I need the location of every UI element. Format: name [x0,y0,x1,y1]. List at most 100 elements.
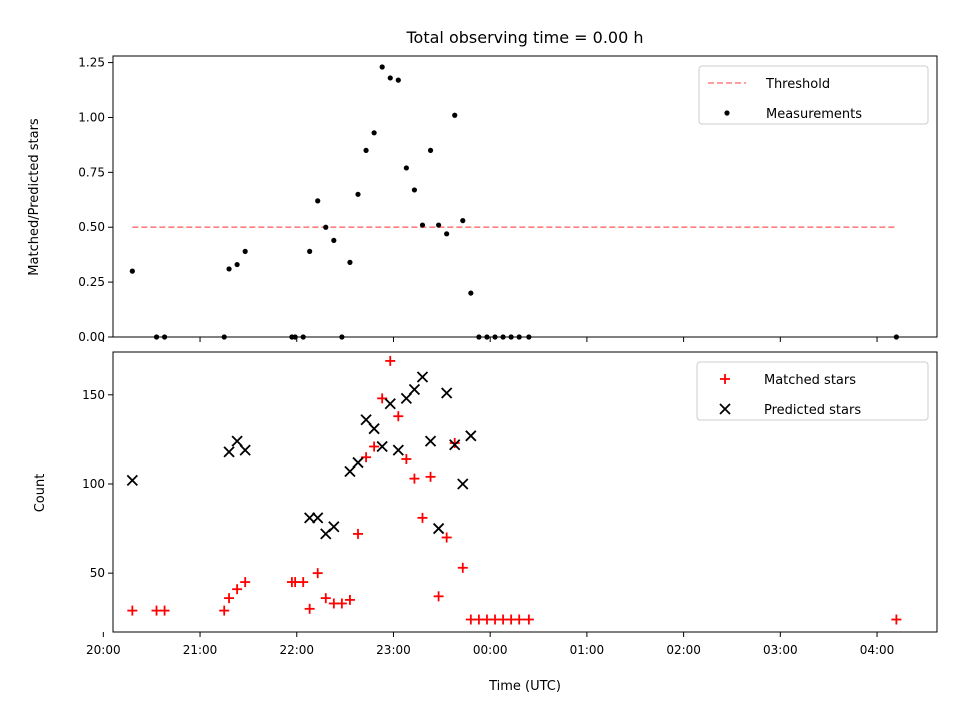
bottom-axes-frame [112,351,938,633]
xtick-label: 20:00 [86,643,121,657]
bottom-legend-marker [719,403,731,415]
measurement-point [355,191,361,197]
predicted-star-point [304,512,316,524]
predicted-star-point [408,383,421,396]
predicted-star-point [368,423,380,435]
top-legend: Threshold Measurements [698,65,929,125]
measurement-point [347,259,353,265]
xtick-label: 04:00 [860,643,895,657]
matched-star-point [433,591,444,602]
measurement-point [379,64,385,70]
predicted-star-point [376,440,388,453]
measurement-point [395,77,401,83]
matched-star-point [891,614,902,625]
matched-star-point [385,355,396,366]
measurement-point [129,268,135,274]
matched-star-point [219,605,230,616]
top-ytick-label: 0.25 [78,275,105,289]
top-ytick-label: 1.00 [78,110,105,124]
matched-star-point [320,593,331,604]
predicted-star-point [432,522,445,535]
predicted-star-point [231,435,243,447]
bottom-legend-box [696,361,929,421]
top-axes-frame [112,55,938,338]
predicted-star-point [352,456,364,469]
measurement-point [436,222,442,228]
matched-star-point [401,454,412,465]
xtick-label: 02:00 [666,643,701,657]
measurement-point [452,112,458,118]
matched-star-point [336,598,347,609]
matched-star-point [232,584,243,595]
matched-star-point [393,411,404,422]
xtick-label: 22:00 [279,643,314,657]
matched-star-point [240,577,251,588]
top-ylabel: Matched/Predicted stars [27,118,42,276]
xtick-label: 23:00 [376,643,411,657]
xtick-label: 21:00 [183,643,218,657]
xtick-label: 00:00 [473,643,508,657]
matched-star-point [127,605,138,616]
predicted-star-point [312,512,324,524]
measurement-point [323,224,329,230]
measurement-point [403,165,409,171]
bottom-ytick-label: 50 [90,566,105,580]
top-legend-box [698,65,929,125]
top-legend-marker [724,110,730,116]
predicted-star-point [392,444,404,456]
matched-star-point [369,441,380,452]
measurement-point [411,187,418,193]
predicted-star-point [416,371,429,383]
bottom-ytick-label: 100 [82,477,105,491]
predicted-star-point [328,521,340,533]
matched-star-point [304,603,315,614]
xtick-label: 01:00 [570,643,605,657]
measurement-point [460,218,466,224]
measurement-point [363,147,369,153]
bottom-ytick-label: 150 [82,388,105,402]
bottom-xlabel: Time (UTC) [488,679,561,694]
measurement-point [427,147,434,153]
predicted-star-point [457,478,469,490]
xtick-label: 03:00 [763,643,798,657]
measurement-point [315,198,321,204]
bottom-legend-label: Predicted stars [764,403,861,418]
predicted-star-point [360,414,372,426]
bottom-legend-marker [720,374,730,384]
predicted-star-point [223,446,235,458]
bottom-ylabel: Count [33,474,48,513]
bottom-panel: 20:00 21:00 22:00 23:00 00:00 01:00 02:00 03:00… [82,351,938,657]
top-ytick-label: 0.50 [78,220,105,234]
top-ytick-label: 0.00 [78,330,105,344]
predicted-star-point [465,430,477,442]
predicted-star-point [126,474,138,487]
matched-star-point [312,568,323,579]
measurement-point [234,261,240,268]
matched-star-point [159,605,170,616]
matched-star-point [344,594,355,605]
matched-star-point [409,473,420,484]
top-legend-label: Threshold [765,77,830,92]
predicted-star-point [400,392,413,405]
matched-star-point [514,614,525,625]
matched-star-point [417,512,428,523]
measurement-point [468,290,474,296]
measurement-point [226,266,232,272]
predicted-star-point [441,387,453,399]
matched-star-point [361,452,372,463]
matched-star-point [441,532,452,543]
matched-star-point [353,528,364,539]
matched-star-point [224,593,235,604]
top-legend-label: Measurements [766,107,862,122]
top-ytick-label: 1.25 [78,56,105,70]
top-ytick-label: 0.75 [78,165,105,179]
matched-star-point [298,577,309,588]
matched-star-point [523,614,534,625]
predicted-star-point [424,435,437,447]
bottom-legend: Matched stars Predicted stars [696,361,929,421]
predicted-star-point [239,444,251,456]
measurement-point [444,231,450,237]
measurement-point [307,248,313,254]
predicted-star-point [344,465,356,478]
